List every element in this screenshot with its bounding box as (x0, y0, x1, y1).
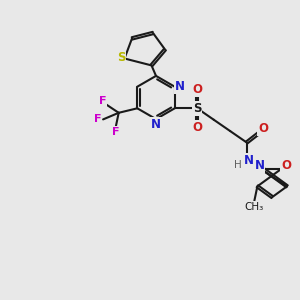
Text: S: S (193, 102, 202, 115)
Text: O: O (281, 159, 291, 172)
Text: N: N (254, 159, 264, 172)
Text: S: S (117, 51, 125, 64)
Text: O: O (192, 121, 202, 134)
Text: F: F (112, 127, 119, 137)
Text: F: F (99, 96, 106, 106)
Text: CH₃: CH₃ (245, 202, 264, 212)
Text: O: O (192, 83, 202, 96)
Text: N: N (244, 154, 254, 167)
Text: O: O (258, 122, 268, 135)
Text: N: N (151, 118, 161, 131)
Text: N: N (175, 80, 185, 93)
Text: H: H (234, 160, 242, 170)
Text: F: F (94, 114, 101, 124)
